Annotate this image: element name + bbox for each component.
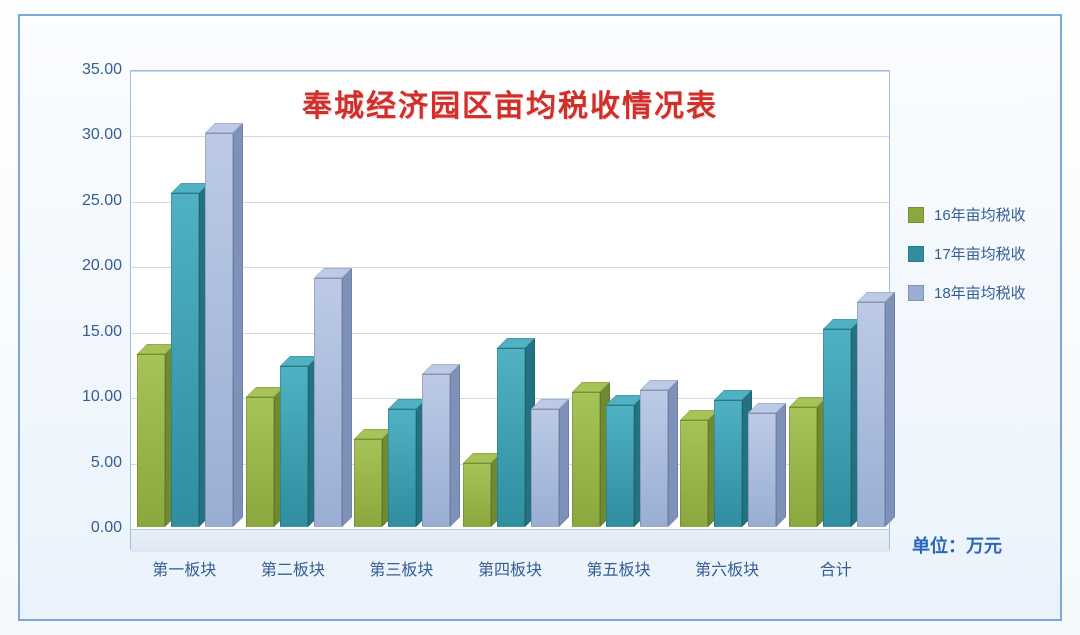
bar (463, 463, 491, 527)
bar (497, 348, 525, 527)
y-axis-tick-label: 20.00 (66, 257, 122, 275)
gridline (131, 71, 889, 72)
x-axis-tick-label: 合计 (820, 556, 852, 580)
y-axis-tick-label: 30.00 (66, 126, 122, 144)
plot-area: 奉城经济园区亩均税收情况表 (130, 70, 890, 550)
bar (314, 278, 342, 527)
bar (680, 420, 708, 527)
legend: 16年亩均税收 17年亩均税收 18年亩均税收 (908, 186, 1026, 321)
x-axis-tick-label: 第一板块 (152, 556, 216, 580)
chart-panel: 奉城经济园区亩均税收情况表 16年亩均税收 17年亩均税收 18年亩均税收 单位：万… (18, 14, 1062, 621)
bar (531, 409, 559, 527)
bar (422, 374, 450, 527)
bar (388, 409, 416, 527)
bar (789, 407, 817, 527)
x-axis-tick-label: 第五板块 (587, 556, 651, 580)
bar (171, 193, 199, 527)
legend-item: 17年亩均税收 (908, 243, 1026, 264)
unit-label: 单位：万元 (912, 532, 1002, 558)
legend-swatch (908, 285, 924, 301)
legend-label: 17年亩均税收 (934, 243, 1026, 264)
bar (137, 354, 165, 527)
bar (823, 329, 851, 527)
y-axis-tick-label: 35.00 (66, 61, 122, 79)
bar (246, 397, 274, 527)
bar (606, 405, 634, 527)
y-axis-tick-label: 0.00 (66, 519, 122, 537)
y-axis-tick-label: 5.00 (66, 454, 122, 472)
legend-swatch (908, 246, 924, 262)
chart-title: 奉城经济园区亩均税收情况表 (131, 81, 889, 125)
gridline (131, 333, 889, 334)
y-axis-tick-label: 10.00 (66, 388, 122, 406)
x-axis-tick-label: 第六板块 (695, 556, 759, 580)
bar (205, 133, 233, 527)
y-axis-tick-label: 25.00 (66, 192, 122, 210)
gridline (131, 136, 889, 137)
x-axis-tick-label: 第四板块 (478, 556, 542, 580)
legend-label: 16年亩均税收 (934, 204, 1026, 225)
legend-item: 18年亩均税收 (908, 282, 1026, 303)
gridline (131, 267, 889, 268)
gridline (131, 202, 889, 203)
x-axis-tick-label: 第二板块 (261, 556, 325, 580)
y-axis-tick-label: 15.00 (66, 323, 122, 341)
legend-item: 16年亩均税收 (908, 204, 1026, 225)
bar (354, 439, 382, 527)
outer-container: 奉城经济园区亩均税收情况表 16年亩均税收 17年亩均税收 18年亩均税收 单位：万… (0, 0, 1080, 635)
legend-label: 18年亩均税收 (934, 282, 1026, 303)
bar (748, 413, 776, 527)
chart-floor (131, 529, 889, 552)
bar (572, 392, 600, 527)
bar (280, 366, 308, 527)
bar (714, 400, 742, 527)
x-axis-tick-label: 第三板块 (369, 556, 433, 580)
bar (857, 302, 885, 527)
legend-swatch (908, 207, 924, 223)
bar (640, 390, 668, 527)
